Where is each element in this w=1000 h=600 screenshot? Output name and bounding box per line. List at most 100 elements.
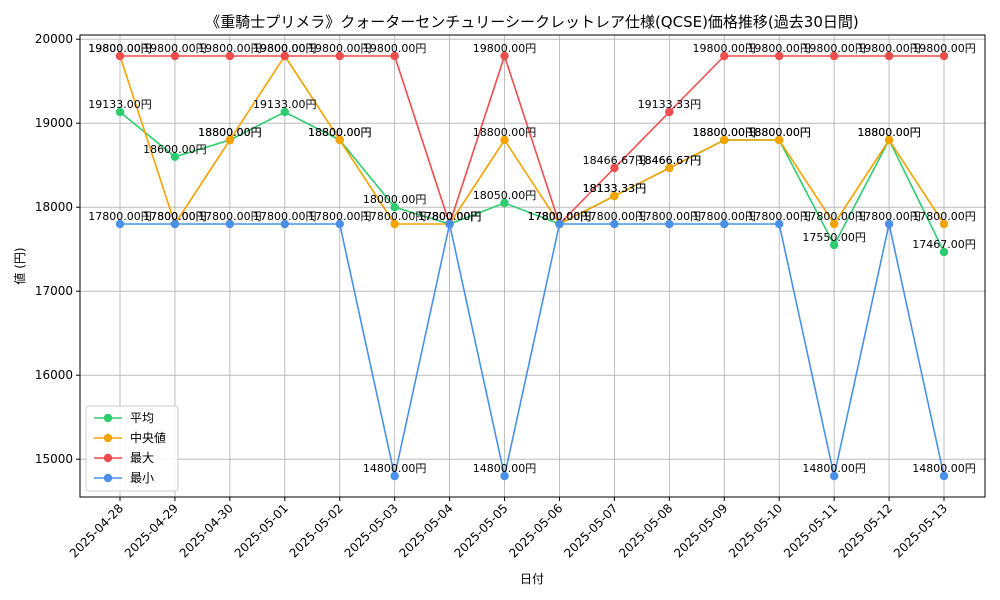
data-label: 19800.00円 <box>198 42 262 55</box>
legend-swatch-marker <box>103 433 113 443</box>
data-point <box>115 219 125 229</box>
data-label: 18800.00円 <box>747 126 811 139</box>
y-tick-label: 18000 <box>35 200 73 214</box>
series-line-1 <box>119 54 945 226</box>
data-label: 19133.00円 <box>253 98 317 111</box>
data-label: 18800.00円 <box>857 126 921 139</box>
data-label: 17800.00円 <box>143 210 207 223</box>
data-label: 18800.00円 <box>473 126 537 139</box>
data-label: 19800.00円 <box>88 42 152 55</box>
data-point <box>500 471 509 481</box>
data-point <box>500 135 509 145</box>
data-label: 17800.00円 <box>88 210 152 223</box>
data-point <box>829 51 839 61</box>
data-label: 17800.00円 <box>418 210 482 223</box>
data-point <box>665 163 674 173</box>
data-point <box>225 219 235 229</box>
data-point <box>500 198 509 208</box>
data-point <box>280 107 289 117</box>
data-point <box>610 163 619 173</box>
data-label: 17800.00円 <box>363 210 427 223</box>
data-point <box>665 219 674 229</box>
data-label: 19800.00円 <box>802 42 866 55</box>
data-label: 19800.00円 <box>857 42 921 55</box>
legend-entry: 最小 <box>130 471 154 485</box>
x-axis-label: 日付 <box>520 572 544 586</box>
chart-title: 《重騎士プリメラ》クォーターセンチュリーシークレットレア仕様(QCSE)価格推移… <box>205 13 858 31</box>
data-point <box>829 240 839 250</box>
data-point <box>610 191 619 201</box>
data-label: 14800.00円 <box>473 462 537 475</box>
data-label: 19800.00円 <box>912 42 976 55</box>
data-label: 17800.00円 <box>693 210 757 223</box>
legend-swatch-marker <box>103 413 113 423</box>
data-point <box>775 219 784 229</box>
data-label: 17800.00円 <box>308 210 372 223</box>
data-label: 17800.00円 <box>528 210 592 223</box>
data-label: 17800.00円 <box>418 210 482 223</box>
data-label: 17800.00円 <box>912 210 976 223</box>
data-label: 18600.00円 <box>143 143 207 156</box>
data-point <box>335 219 344 229</box>
y-tick-label: 17000 <box>35 284 73 298</box>
data-labels: 19133.00円 18600.00円 18800.00円 19133.00円 1880… <box>88 42 976 475</box>
data-point <box>170 152 180 161</box>
data-label: 19800.00円 <box>747 42 811 55</box>
data-label: 19800.00円 <box>88 42 152 55</box>
data-point <box>884 219 894 229</box>
series-lines <box>115 51 949 481</box>
data-point <box>939 247 949 257</box>
data-point <box>939 51 949 61</box>
data-label: 17800.00円 <box>747 210 811 223</box>
data-point <box>939 219 949 229</box>
data-label: 18800.00円 <box>693 126 757 139</box>
data-label: 19800.00円 <box>253 42 317 55</box>
data-point <box>720 135 729 145</box>
data-point <box>939 471 949 481</box>
legend-swatch-marker <box>103 453 113 463</box>
data-label: 17800.00円 <box>857 210 921 223</box>
grid <box>80 35 985 497</box>
series-line-2 <box>120 53 944 227</box>
data-label: 17800.00円 <box>802 210 866 223</box>
data-point <box>335 135 344 145</box>
data-point <box>665 107 674 117</box>
y-tick-label: 16000 <box>35 368 73 382</box>
data-point <box>775 135 784 145</box>
data-point <box>829 219 839 229</box>
y-tick-label: 19000 <box>35 116 73 130</box>
data-point <box>280 219 289 229</box>
data-label: 17800.00円 <box>253 210 317 223</box>
data-point <box>720 51 729 61</box>
data-label: 19800.00円 <box>693 42 757 55</box>
data-point <box>280 51 289 61</box>
data-label: 18466.67円 <box>583 154 647 167</box>
data-label: 19800.00円 <box>253 42 317 55</box>
data-label: 17800.00円 <box>198 210 262 223</box>
data-label: 17800.00円 <box>528 210 592 223</box>
data-point <box>170 51 180 61</box>
legend-swatch-marker <box>103 473 113 483</box>
data-point <box>225 135 235 145</box>
data-label: 18800.00円 <box>198 126 262 139</box>
data-point <box>829 471 839 481</box>
data-label: 14800.00円 <box>912 462 976 475</box>
data-label: 18050.00円 <box>473 189 537 202</box>
data-point <box>610 219 619 229</box>
data-label: 17800.00円 <box>143 210 207 223</box>
data-point <box>170 219 180 229</box>
data-point <box>390 219 399 229</box>
series-line-3 <box>120 223 945 477</box>
data-point <box>335 51 344 61</box>
data-label: 18800.00円 <box>198 126 262 139</box>
data-label: 19800.00円 <box>143 42 207 55</box>
data-label: 18800.00円 <box>308 126 372 139</box>
data-point <box>884 51 894 61</box>
data-label: 18800.00円 <box>857 126 921 139</box>
data-label: 19133.00円 <box>88 98 152 111</box>
data-label: 19800.00円 <box>473 42 537 55</box>
data-label: 18000.00円 <box>363 193 427 206</box>
data-point <box>390 51 399 61</box>
